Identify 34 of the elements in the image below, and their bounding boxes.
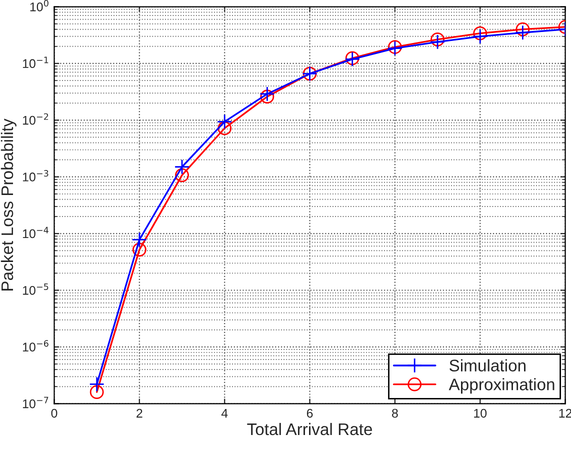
point	[218, 121, 232, 136]
point	[260, 90, 274, 104]
point	[472, 28, 488, 44]
point	[430, 34, 446, 50]
point	[175, 168, 189, 182]
x-axis-title: Total Arrival Rate	[247, 422, 372, 436]
x-tick-label: 2	[136, 408, 142, 418]
y-tick-label: 10$^{−4}$	[22, 226, 48, 238]
y-tick-label: 10$^{−5}$	[22, 284, 48, 295]
y-tick-label: 10$^{−1}$	[22, 56, 48, 68]
point	[430, 32, 444, 46]
y-tick-label: 10$^{0}$	[30, 0, 48, 12]
x-tick-label: 4	[221, 408, 228, 418]
y-tick-label: 10$^{−7}$	[22, 396, 48, 408]
point	[260, 86, 275, 102]
point	[216, 114, 232, 130]
y-tick-label: 10$^{−3}$	[22, 170, 48, 182]
legend-label: Approximation	[448, 378, 554, 394]
y-tick-label: 10$^{−2}$	[22, 113, 48, 125]
point	[132, 242, 146, 257]
point	[132, 232, 148, 248]
point	[473, 26, 488, 40]
point	[90, 385, 104, 400]
point	[174, 159, 190, 175]
point	[89, 376, 104, 392]
x-tick-label: 0	[51, 408, 58, 418]
point	[516, 22, 530, 36]
x-tick-label: 10	[474, 408, 487, 418]
legend-label: Simulation	[450, 359, 526, 372]
x-tick-label: 6	[306, 408, 313, 418]
point	[515, 24, 530, 40]
y-tick-label: 10$^{−6}$	[22, 340, 48, 352]
y-axis-title: Packet Loss Probability	[0, 118, 16, 290]
x-tick-label: 8	[392, 408, 398, 418]
